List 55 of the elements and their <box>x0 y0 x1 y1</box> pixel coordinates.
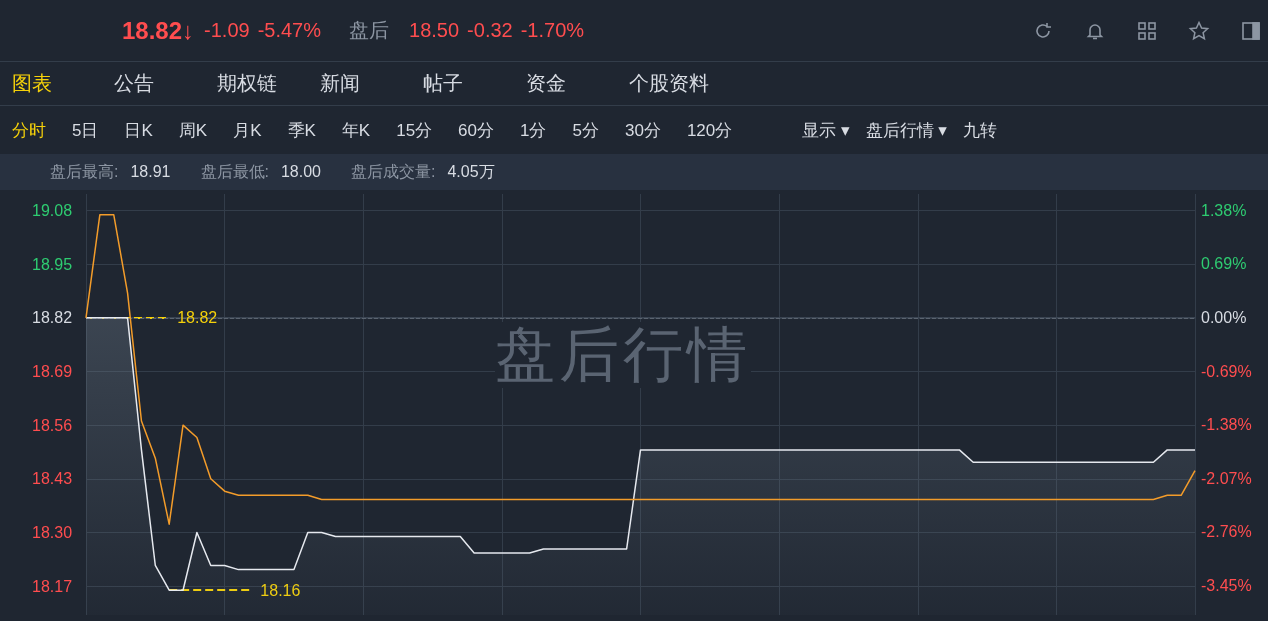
annotation: 18.82 <box>177 309 218 327</box>
text: 盘后最高: <box>50 161 119 182</box>
y2-tick-label: -1.38% <box>1201 416 1252 434</box>
text: -5.47% <box>257 19 322 42</box>
annotation: 盘后行情 <box>495 321 751 388</box>
text: 4.05万 <box>447 161 495 182</box>
text: 盘后 <box>349 18 390 43</box>
text: 季K <box>287 119 316 142</box>
text: 18.82↓ <box>122 16 195 45</box>
text: 18.91 <box>130 163 171 181</box>
text: 盘后最低: <box>200 161 269 182</box>
text: 月K <box>233 119 262 142</box>
text: -0.32 <box>467 19 513 42</box>
text: 个股资料 <box>628 71 710 96</box>
text: 18.50 <box>409 19 460 42</box>
y-tick-label: 18.69 <box>32 362 73 380</box>
y2-tick-label: 0.69% <box>1201 255 1247 273</box>
text: -1.70% <box>520 19 585 42</box>
y2-tick-label: -2.76% <box>1201 523 1252 541</box>
y-tick-label: 18.56 <box>32 416 73 434</box>
text: 盘后行情 ▾ <box>865 119 947 142</box>
y-tick-label: 18.30 <box>32 523 73 541</box>
text: 显示 ▾ <box>802 119 850 142</box>
text: 30分 <box>624 119 661 142</box>
text: 5分 <box>572 119 599 142</box>
text: 1分 <box>520 119 547 142</box>
text: 期权链 <box>216 71 278 96</box>
text: 分时 <box>12 119 46 142</box>
text: 图表 <box>11 71 53 96</box>
y2-tick-label: 1.38% <box>1201 201 1247 219</box>
y-tick-label: 18.82 <box>32 309 73 327</box>
text: 资金 <box>525 71 567 96</box>
text: 120分 <box>686 119 733 142</box>
text: 九转 <box>962 119 997 142</box>
y-tick-label: 18.43 <box>32 470 73 488</box>
text: 盘后成交量: <box>351 161 436 182</box>
text: 日K <box>124 119 153 142</box>
y-tick-label: 19.08 <box>32 202 73 220</box>
text: 5日 <box>72 119 99 142</box>
y2-tick-label: -3.45% <box>1201 576 1252 594</box>
y-tick-label: 18.95 <box>32 255 73 273</box>
text: 15分 <box>396 119 433 142</box>
text: 周K <box>178 119 208 142</box>
text: 60分 <box>458 119 495 142</box>
text: 18.00 <box>280 163 321 181</box>
text: 新闻 <box>319 71 361 96</box>
y2-tick-label: 0.00% <box>1201 309 1247 326</box>
y-tick-label: 18.17 <box>32 577 73 595</box>
text: 帖子 <box>422 71 464 96</box>
text: 公告 <box>113 71 155 96</box>
annotation: 18.16 <box>260 581 301 599</box>
y2-tick-label: -0.69% <box>1201 362 1252 380</box>
y2-tick-label: -2.07% <box>1201 469 1252 487</box>
text: -1.09 <box>204 19 250 42</box>
text: 年K <box>341 119 371 142</box>
